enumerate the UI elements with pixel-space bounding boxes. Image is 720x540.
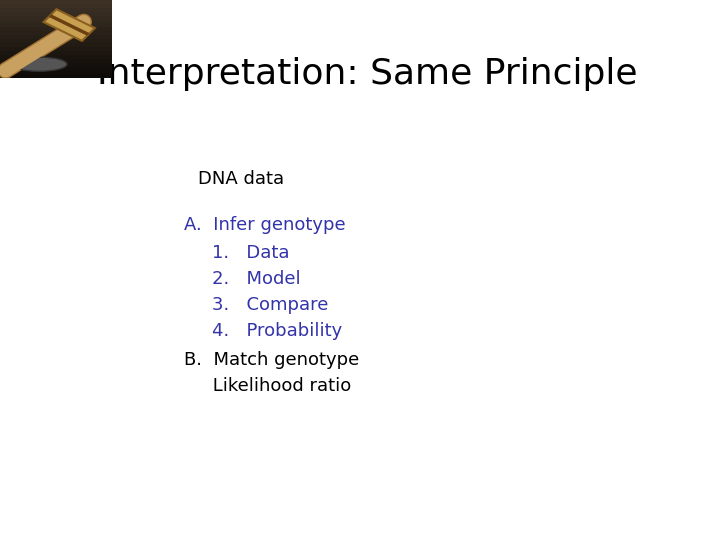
- Bar: [0, 0, 112, 78]
- Bar: [0, 63, 112, 66]
- Text: Likelihood ratio: Likelihood ratio: [184, 377, 351, 395]
- Bar: [0, 16, 112, 19]
- Bar: [0, 8, 112, 12]
- Text: A.  Infer genotype: A. Infer genotype: [184, 216, 345, 234]
- Polygon shape: [44, 9, 95, 41]
- Bar: [0, 51, 112, 55]
- Bar: [0, 23, 112, 28]
- Bar: [0, 31, 112, 35]
- Polygon shape: [49, 15, 90, 36]
- Ellipse shape: [11, 57, 67, 71]
- Bar: [0, 47, 112, 51]
- Bar: [0, 55, 112, 59]
- Bar: [0, 70, 112, 75]
- Bar: [0, 39, 112, 43]
- Text: 3.   Compare: 3. Compare: [212, 296, 329, 314]
- Text: 4.   Probability: 4. Probability: [212, 322, 343, 340]
- Text: B.  Match genotype: B. Match genotype: [184, 351, 359, 369]
- Text: 2.   Model: 2. Model: [212, 270, 301, 288]
- Bar: [0, 59, 112, 63]
- Text: 1.   Data: 1. Data: [212, 244, 290, 262]
- Bar: [0, 4, 112, 8]
- Text: Interpretation: Same Principle: Interpretation: Same Principle: [97, 57, 638, 91]
- Bar: [0, 0, 112, 4]
- Bar: [0, 66, 112, 71]
- Bar: [0, 28, 112, 31]
- Bar: [0, 43, 112, 47]
- Text: DNA data: DNA data: [198, 170, 284, 188]
- Bar: [0, 75, 112, 78]
- Bar: [0, 35, 112, 39]
- Bar: [0, 19, 112, 23]
- Bar: [0, 12, 112, 16]
